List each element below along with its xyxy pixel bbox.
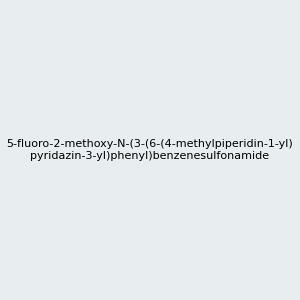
Text: 5-fluoro-2-methoxy-N-(3-(6-(4-methylpiperidin-1-yl)
pyridazin-3-yl)phenyl)benzen: 5-fluoro-2-methoxy-N-(3-(6-(4-methylpipe… xyxy=(7,139,293,161)
